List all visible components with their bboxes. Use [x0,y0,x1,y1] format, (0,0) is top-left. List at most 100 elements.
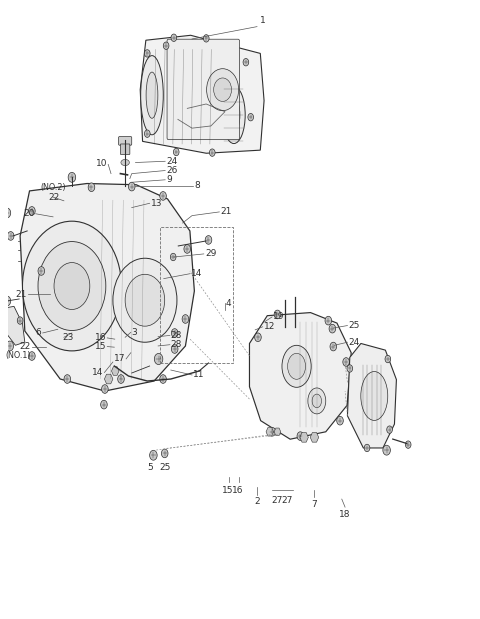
Circle shape [161,449,168,457]
Polygon shape [111,366,119,375]
Circle shape [171,34,177,41]
Polygon shape [274,428,281,436]
Text: 1: 1 [260,16,266,25]
Text: 4: 4 [226,299,231,308]
Circle shape [406,441,411,448]
Circle shape [383,445,390,455]
Circle shape [385,355,391,363]
Circle shape [325,316,332,325]
Circle shape [144,130,150,137]
Circle shape [113,258,177,342]
Text: (NO.2): (NO.2) [40,183,66,192]
Text: 11: 11 [193,370,204,379]
Ellipse shape [288,353,305,379]
Circle shape [269,428,276,436]
Circle shape [160,192,167,200]
Text: 7: 7 [312,500,317,509]
Circle shape [329,324,336,333]
Circle shape [248,113,253,121]
Ellipse shape [361,371,388,420]
Circle shape [38,267,45,275]
Text: 5: 5 [148,462,154,472]
Circle shape [204,35,209,42]
Text: 3: 3 [132,328,137,337]
Circle shape [64,374,71,383]
Circle shape [101,400,107,409]
Ellipse shape [312,394,322,408]
Ellipse shape [308,388,326,414]
Ellipse shape [214,78,231,102]
Text: 15: 15 [95,342,106,351]
Circle shape [54,262,90,310]
Text: 25: 25 [348,321,360,330]
Circle shape [336,417,343,425]
Ellipse shape [121,160,130,166]
Circle shape [170,253,176,261]
Circle shape [297,432,304,441]
Circle shape [387,426,392,433]
FancyBboxPatch shape [119,137,132,145]
Polygon shape [310,433,319,442]
Text: 21: 21 [15,290,26,298]
Circle shape [173,149,179,156]
Text: 17: 17 [114,355,125,363]
Ellipse shape [146,72,158,118]
Circle shape [144,50,150,57]
Circle shape [205,236,212,245]
Circle shape [330,342,336,351]
Text: 9: 9 [166,175,172,184]
Circle shape [6,341,13,351]
Circle shape [182,314,189,323]
Polygon shape [266,428,274,436]
Circle shape [160,374,167,383]
Circle shape [118,374,124,383]
Circle shape [343,358,349,366]
Circle shape [29,352,35,360]
Text: 26: 26 [166,166,178,175]
Text: 14: 14 [191,269,203,278]
Polygon shape [348,344,396,448]
Text: 25: 25 [159,462,170,472]
Polygon shape [20,183,194,391]
Text: 12: 12 [264,322,275,331]
Circle shape [17,317,23,324]
Text: 27: 27 [271,496,282,505]
FancyBboxPatch shape [167,39,240,140]
Text: 20: 20 [23,209,34,219]
Circle shape [102,384,108,393]
Circle shape [3,208,11,218]
Text: 29: 29 [205,249,216,258]
Circle shape [7,232,14,240]
Text: 16: 16 [95,334,106,342]
Circle shape [171,329,178,337]
Circle shape [155,353,163,365]
Text: 14: 14 [92,368,104,377]
Text: 28: 28 [171,331,182,340]
Circle shape [3,296,11,306]
Text: 27: 27 [281,496,293,505]
Circle shape [209,149,215,157]
Circle shape [129,182,135,191]
Bar [160,227,233,363]
Polygon shape [140,35,264,154]
Circle shape [274,310,281,319]
FancyBboxPatch shape [120,144,130,155]
Circle shape [125,274,165,326]
Text: 22: 22 [48,193,60,202]
Ellipse shape [228,98,240,131]
Text: 15: 15 [222,485,233,495]
Polygon shape [4,306,25,345]
Ellipse shape [141,56,163,135]
Text: 18: 18 [339,510,351,519]
Text: 19: 19 [273,313,285,321]
Text: 24: 24 [166,157,178,166]
Circle shape [255,333,261,342]
Circle shape [184,245,191,253]
Circle shape [243,59,249,66]
Ellipse shape [223,87,245,144]
Circle shape [171,345,178,353]
Text: 24: 24 [348,338,360,347]
Circle shape [68,172,76,182]
Text: 28: 28 [171,340,182,349]
Circle shape [88,183,95,191]
